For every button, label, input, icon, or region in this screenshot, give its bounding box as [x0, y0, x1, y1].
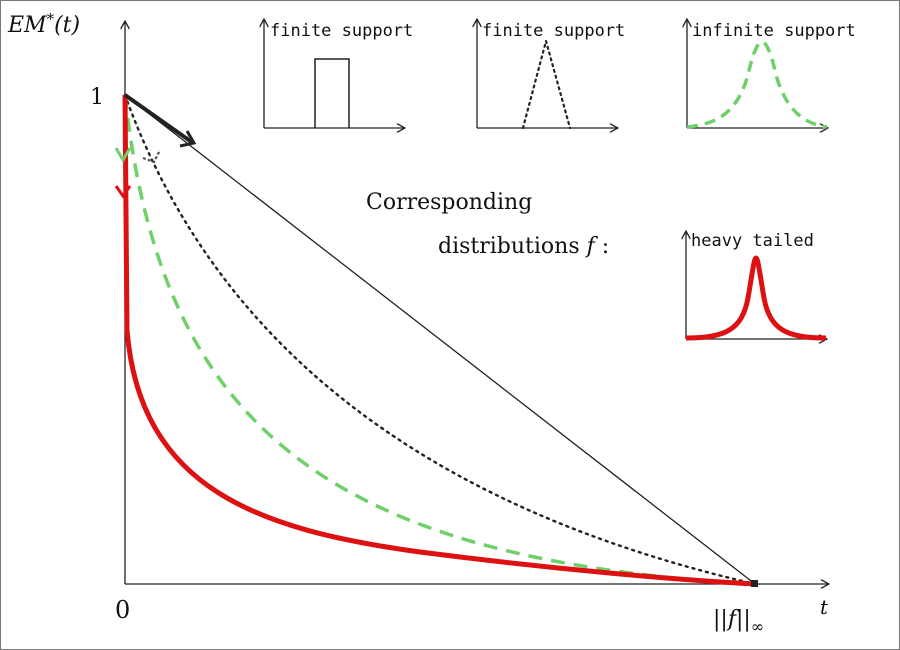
dotted-arrowhead	[142, 149, 161, 164]
dashed-arrowhead	[114, 147, 132, 163]
linear-slope-arrow	[123, 93, 195, 145]
inset-uniform-rectangle	[314, 58, 350, 128]
inset-triangle-shape	[521, 36, 572, 130]
inset-heavy-shape	[685, 255, 827, 341]
dashed-curve	[123, 94, 756, 586]
heavy-arrowhead	[114, 185, 132, 199]
inset-bell-label: infinite support	[692, 21, 856, 41]
inset-triangle-label: finite support	[482, 21, 625, 41]
x-tick-zero: 0	[115, 596, 130, 624]
endpoint-marker	[751, 580, 758, 587]
inset-bell-shape	[686, 40, 828, 129]
inset-heavy-label: heavy tailed	[691, 231, 814, 251]
linear-curve	[124, 94, 756, 585]
inset-bell: infinite support	[687, 20, 856, 128]
caption-line-1: Corresponding	[366, 190, 532, 215]
inset-heavy: heavy tailed	[686, 231, 826, 339]
x-axis-label: t	[820, 595, 829, 619]
inset-triangle: finite support	[477, 20, 625, 128]
inset-uniform-label: finite support	[270, 21, 413, 41]
linear-arrowhead	[179, 130, 197, 148]
caption-line-2: distributions f :	[438, 234, 609, 259]
y-axis-label: EM*(t)	[7, 10, 80, 38]
heavy-tailed-curve	[122, 94, 756, 587]
y-tick-one: 1	[90, 85, 104, 110]
x-tick-end: ||f||∞	[713, 607, 764, 636]
dotted-curve	[123, 93, 757, 586]
inset-uniform: finite support	[264, 20, 413, 128]
